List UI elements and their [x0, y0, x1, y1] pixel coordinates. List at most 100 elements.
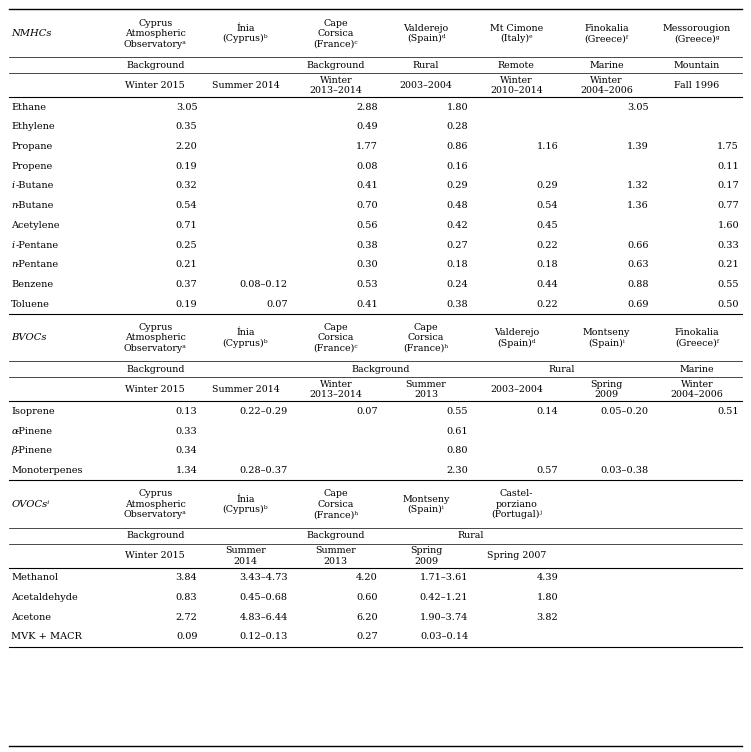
Text: Benzene: Benzene [11, 280, 53, 289]
Text: -Butane: -Butane [15, 181, 54, 190]
Text: 1.60: 1.60 [717, 221, 739, 230]
Text: 1.39: 1.39 [627, 142, 649, 151]
Text: Summer 2014: Summer 2014 [212, 80, 279, 89]
Text: Spring 2007: Spring 2007 [487, 551, 546, 560]
Text: Marine: Marine [590, 61, 624, 70]
Text: 0.69: 0.69 [627, 299, 649, 308]
Text: Acetone: Acetone [11, 613, 51, 622]
Text: 0.80: 0.80 [447, 446, 468, 455]
Text: 0.41: 0.41 [356, 299, 378, 308]
Text: 0.54: 0.54 [176, 201, 198, 210]
Text: 0.45: 0.45 [537, 221, 559, 230]
Text: 0.44: 0.44 [537, 280, 559, 289]
Text: 2.88: 2.88 [356, 102, 378, 111]
Text: 0.22: 0.22 [537, 241, 559, 250]
Text: 0.08–0.12: 0.08–0.12 [240, 280, 288, 289]
Text: Background: Background [351, 365, 410, 374]
Text: 0.13: 0.13 [176, 407, 198, 416]
Text: 0.27: 0.27 [356, 632, 378, 641]
Text: 3.82: 3.82 [537, 613, 559, 622]
Text: Winter
2004–2006: Winter 2004–2006 [671, 380, 723, 399]
Text: 0.30: 0.30 [356, 260, 378, 269]
Text: 0.24: 0.24 [446, 280, 468, 289]
Text: 1.36: 1.36 [627, 201, 649, 210]
Text: Cyprus
Atmospheric
Observatoryᵃ: Cyprus Atmospheric Observatoryᵃ [124, 19, 187, 49]
Text: Background: Background [306, 61, 365, 70]
Text: 1.32: 1.32 [627, 181, 649, 190]
Text: 0.27: 0.27 [446, 241, 468, 250]
Text: 0.83: 0.83 [176, 593, 198, 602]
Text: Mountain: Mountain [674, 61, 720, 70]
Text: 0.29: 0.29 [537, 181, 559, 190]
Text: 0.55: 0.55 [447, 407, 468, 416]
Text: Background: Background [126, 61, 185, 70]
Text: BVOCs: BVOCs [11, 333, 47, 342]
Text: 1.34: 1.34 [176, 466, 198, 475]
Text: 0.07: 0.07 [266, 299, 288, 308]
Text: 0.22–0.29: 0.22–0.29 [240, 407, 288, 416]
Text: 0.41: 0.41 [356, 181, 378, 190]
Text: Montseny
(Spain)ⁱ: Montseny (Spain)ⁱ [583, 328, 630, 347]
Text: 1.90–3.74: 1.90–3.74 [420, 613, 468, 622]
Text: 0.56: 0.56 [357, 221, 378, 230]
Text: Marine: Marine [680, 365, 714, 374]
Text: Rural: Rural [413, 61, 439, 70]
Text: 0.66: 0.66 [627, 241, 649, 250]
Text: Isoprene: Isoprene [11, 407, 55, 416]
Text: 0.28: 0.28 [447, 123, 468, 132]
Text: 1.16: 1.16 [537, 142, 559, 151]
Text: 2.30: 2.30 [446, 466, 468, 475]
Text: Acetaldehyde: Acetaldehyde [11, 593, 78, 602]
Text: Cape
Corsica
(France)ᶜ: Cape Corsica (France)ᶜ [313, 19, 358, 49]
Text: 0.08: 0.08 [357, 162, 378, 171]
Text: Cape
Corsica
(France)ʰ: Cape Corsica (France)ʰ [313, 490, 358, 519]
Text: Cyprus
Atmospheric
Observatoryᵃ: Cyprus Atmospheric Observatoryᵃ [124, 490, 187, 519]
Text: 3.05: 3.05 [176, 102, 198, 111]
Text: 0.05–0.20: 0.05–0.20 [601, 407, 649, 416]
Text: 0.54: 0.54 [537, 201, 559, 210]
Text: Monoterpenes: Monoterpenes [11, 466, 83, 475]
Text: 0.60: 0.60 [357, 593, 378, 602]
Text: 0.33: 0.33 [717, 241, 739, 250]
Text: 3.84: 3.84 [176, 573, 198, 582]
Text: 1.71–3.61: 1.71–3.61 [420, 573, 468, 582]
Text: Remote: Remote [498, 61, 535, 70]
Text: 0.55: 0.55 [717, 280, 739, 289]
Text: OVOCsⁱ: OVOCsⁱ [11, 500, 50, 509]
Text: Spring
2009: Spring 2009 [410, 546, 442, 566]
Text: Summer 2014: Summer 2014 [212, 385, 279, 394]
Text: Summer
2013: Summer 2013 [315, 546, 356, 566]
Text: Cape
Corsica
(France)ʰ: Cape Corsica (France)ʰ [403, 323, 449, 353]
Text: 0.25: 0.25 [176, 241, 198, 250]
Text: 0.21: 0.21 [717, 260, 739, 269]
Text: Background: Background [306, 531, 365, 540]
Text: i: i [11, 241, 14, 250]
Text: 2.72: 2.72 [176, 613, 198, 622]
Text: Montseny
(Spain)ⁱ: Montseny (Spain)ⁱ [403, 495, 450, 514]
Text: 6.20: 6.20 [356, 613, 378, 622]
Text: -Butane: -Butane [15, 201, 54, 210]
Text: NMHCs: NMHCs [11, 29, 52, 38]
Text: 4.83–6.44: 4.83–6.44 [240, 613, 288, 622]
Text: Winter 2015: Winter 2015 [125, 551, 185, 560]
Text: 2.20: 2.20 [176, 142, 198, 151]
Text: Acetylene: Acetylene [11, 221, 60, 230]
Text: Valderejo
(Spain)ᵈ: Valderejo (Spain)ᵈ [403, 24, 448, 44]
Text: MVK + MACR: MVK + MACR [11, 632, 82, 641]
Text: 0.35: 0.35 [176, 123, 198, 132]
Text: 2003–2004: 2003–2004 [400, 80, 453, 89]
Text: Summer
2013: Summer 2013 [406, 380, 446, 399]
Text: Ínia
(Cyprus)ᵇ: Ínia (Cyprus)ᵇ [223, 495, 268, 514]
Text: Valderejo
(Spain)ᵈ: Valderejo (Spain)ᵈ [493, 328, 539, 347]
Text: 0.21: 0.21 [176, 260, 198, 269]
Text: Rural: Rural [458, 531, 484, 540]
Text: Winter
2013–2014: Winter 2013–2014 [309, 75, 362, 95]
Text: -Pinene: -Pinene [15, 446, 53, 455]
Text: 1.75: 1.75 [717, 142, 739, 151]
Text: 0.03–0.38: 0.03–0.38 [601, 466, 649, 475]
Text: 0.63: 0.63 [627, 260, 649, 269]
Text: Mt Cimone
(Italy)ᵉ: Mt Cimone (Italy)ᵉ [490, 24, 543, 44]
Text: Castel-
porziano
(Portugal)ʲ: Castel- porziano (Portugal)ʲ [491, 490, 541, 520]
Text: 0.32: 0.32 [176, 181, 198, 190]
Text: i: i [11, 181, 14, 190]
